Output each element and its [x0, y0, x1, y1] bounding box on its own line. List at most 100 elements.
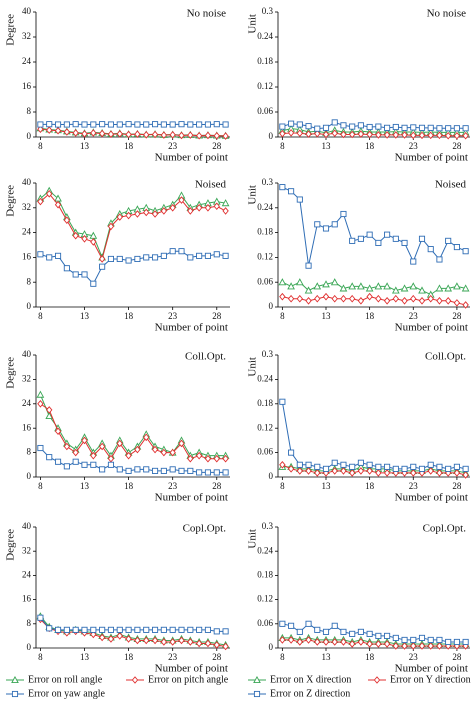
data-point: [392, 123, 399, 131]
data-point: [54, 126, 62, 135]
data-point: [178, 131, 185, 140]
y-tick-label: 32: [22, 373, 31, 383]
x-tick-label: 28: [212, 141, 222, 151]
data-point: [63, 626, 70, 633]
data-point: [178, 636, 185, 645]
data-point: [169, 131, 176, 139]
data-point: [401, 239, 408, 246]
x-tick-label: 8: [38, 652, 43, 662]
data-point: [445, 638, 452, 645]
data-point: [383, 296, 391, 305]
data-point: [134, 130, 141, 138]
chart-title: No noise: [427, 8, 467, 20]
y-tick-label: 0.12: [257, 594, 273, 604]
data-point: [151, 130, 159, 139]
data-point: [90, 626, 97, 633]
x-tick-label: 18: [365, 311, 375, 321]
data-point: [151, 445, 159, 454]
y-tick-label: 0: [269, 301, 274, 311]
data-point: [134, 445, 141, 454]
y-axis-label: Unit: [247, 185, 259, 205]
data-point: [195, 203, 203, 212]
data-point: [134, 121, 141, 128]
legend-label: Error on Y direction: [390, 674, 471, 685]
series-line: [40, 190, 226, 259]
data-point: [453, 638, 460, 645]
series-line: [282, 186, 466, 266]
data-point: [322, 280, 330, 288]
data-point: [90, 451, 97, 460]
data-point: [340, 638, 347, 646]
y-tick-label: 24: [22, 227, 32, 237]
data-point: [125, 211, 132, 220]
data-point: [279, 292, 286, 301]
data-point: [427, 131, 434, 140]
data-point: [46, 190, 53, 198]
data-point: [375, 123, 382, 130]
data-point: [63, 216, 71, 225]
chart-title: Copl.Opt.: [183, 523, 227, 535]
data-point: [222, 642, 229, 651]
series-line: [282, 623, 466, 643]
data-point: [288, 120, 295, 127]
data-point: [279, 620, 286, 627]
data-point: [392, 634, 399, 641]
data-point: [427, 294, 434, 303]
data-point: [107, 255, 115, 263]
data-point: [81, 121, 88, 128]
data-point: [204, 252, 212, 259]
data-point: [436, 642, 443, 650]
data-point: [37, 121, 44, 128]
data-point: [331, 129, 338, 138]
data-point: [401, 636, 408, 643]
x-tick-label: 13: [322, 481, 332, 491]
data-point: [391, 286, 400, 294]
data-point: [366, 292, 373, 301]
data-point: [410, 124, 417, 131]
data-point: [392, 465, 399, 472]
data-point: [221, 199, 230, 207]
data-point: [348, 130, 356, 139]
y-tick-label: 0.24: [257, 31, 273, 41]
data-point: [314, 638, 321, 646]
data-point: [418, 124, 426, 131]
data-point: [462, 465, 469, 472]
data-point: [72, 121, 79, 128]
y-tick-label: 8: [27, 447, 32, 457]
y-tick-label: 0.12: [257, 251, 273, 261]
data-point: [305, 296, 312, 305]
y-tick-label: 16: [22, 422, 32, 432]
data-point: [143, 636, 150, 645]
data-point: [357, 235, 364, 242]
data-point: [296, 121, 303, 128]
x-tick-label: 18: [124, 652, 134, 662]
data-point: [453, 131, 461, 140]
x-tick-label: 8: [38, 311, 43, 321]
data-point: [384, 463, 391, 470]
data-point: [125, 451, 132, 460]
x-axis-label: Number of point: [155, 492, 228, 504]
data-point: [90, 280, 97, 287]
data-point: [348, 640, 356, 648]
data-point: [296, 129, 304, 138]
data-point: [410, 131, 417, 140]
data-point: [169, 638, 176, 646]
y-tick-label: 40: [22, 6, 32, 16]
data-point: [340, 294, 347, 303]
series-line: [40, 615, 226, 646]
y-tick-label: 0.06: [257, 447, 273, 457]
x-tick-label: 23: [168, 141, 178, 151]
data-point: [322, 130, 330, 139]
data-point: [213, 121, 220, 128]
data-point: [125, 635, 132, 643]
data-point: [45, 411, 54, 420]
data-point: [81, 461, 88, 468]
y-tick-label: 0: [27, 471, 32, 481]
data-point: [418, 296, 426, 305]
data-point: [134, 210, 141, 218]
y-tick-label: 16: [22, 81, 32, 91]
data-point: [349, 630, 356, 637]
data-point: [305, 461, 312, 468]
data-point: [462, 301, 469, 309]
